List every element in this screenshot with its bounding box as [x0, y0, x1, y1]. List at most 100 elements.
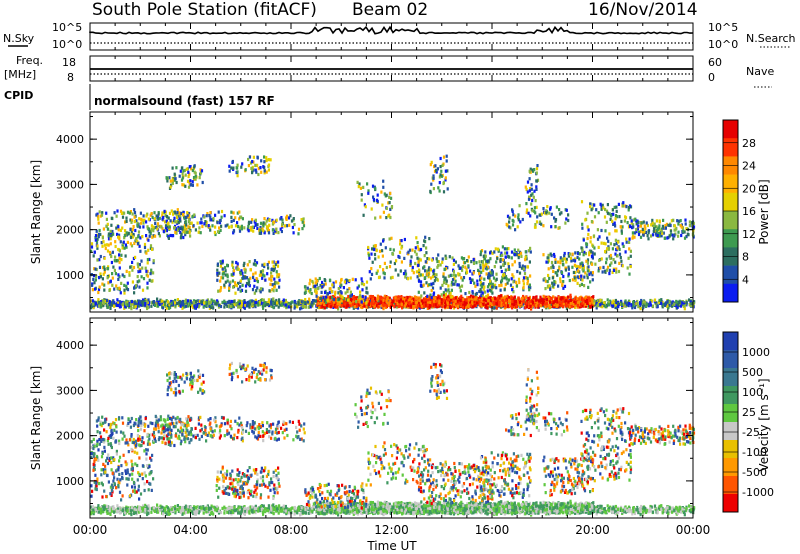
- range-cell: [543, 211, 546, 215]
- range-cell: [528, 303, 531, 307]
- range-cell: [126, 210, 130, 214]
- range-cell: [361, 288, 364, 292]
- range-cell: [125, 284, 128, 288]
- range-cell: [517, 218, 520, 222]
- range-cell: [534, 223, 537, 227]
- range-cell: [161, 217, 164, 221]
- range-cell: [529, 274, 532, 278]
- range-cell: [136, 275, 139, 279]
- range-cell: [107, 237, 111, 241]
- range-cell: [424, 300, 427, 304]
- range-cell: [224, 273, 227, 277]
- range-cell: [157, 304, 160, 308]
- range-cell: [259, 299, 262, 303]
- range-cell: [529, 246, 532, 250]
- range-cell: [467, 301, 471, 305]
- range-cell: [424, 269, 427, 273]
- range-cell: [272, 297, 275, 301]
- range-cell: [452, 282, 455, 286]
- range-cell: [285, 214, 289, 218]
- range-cell: [595, 306, 598, 310]
- range-cell: [473, 300, 476, 304]
- range-cell: [267, 260, 270, 264]
- range-cell: [492, 302, 496, 306]
- range-cell: [263, 171, 266, 175]
- range-cell: [476, 283, 479, 287]
- range-cell: [494, 296, 497, 300]
- range-cell: [449, 291, 452, 295]
- range-cell: [458, 285, 461, 289]
- range-cell: [416, 241, 419, 245]
- range-cell: [328, 278, 332, 282]
- range-cell: [113, 268, 116, 272]
- range-cell: [113, 301, 116, 305]
- range-cell: [480, 270, 483, 274]
- range-cell: [484, 254, 487, 258]
- range-cell: [332, 281, 335, 285]
- range-cell: [379, 242, 382, 246]
- range-cell: [515, 253, 518, 257]
- range-cell: [448, 303, 451, 307]
- range-cell: [473, 281, 476, 285]
- range-cell: [489, 288, 492, 292]
- range-cell: [252, 229, 255, 233]
- range-cell: [560, 211, 563, 215]
- range-cell: [183, 305, 186, 309]
- range-cell: [118, 275, 121, 279]
- range-cell: [293, 223, 296, 227]
- range-cell: [260, 170, 263, 174]
- range-cell: [182, 230, 185, 234]
- range-cell: [104, 299, 107, 303]
- range-cell: [329, 295, 332, 299]
- range-cell: [511, 299, 514, 304]
- range-cell: [95, 240, 99, 244]
- range-cell: [216, 273, 219, 277]
- range-cell: [529, 250, 532, 254]
- range-cell: [127, 231, 130, 235]
- range-cell: [259, 287, 263, 291]
- range-cell: [112, 265, 115, 269]
- range-cell: [584, 300, 587, 304]
- range-cell: [558, 300, 562, 305]
- range-cell: [357, 303, 360, 307]
- range-cell: [482, 282, 485, 286]
- range-cell: [179, 219, 182, 223]
- range-cell: [244, 168, 247, 172]
- range-cell: [638, 305, 642, 309]
- range-cell: [170, 303, 173, 307]
- range-cell: [456, 302, 459, 306]
- range-cell: [308, 290, 312, 294]
- range-cell: [562, 299, 565, 303]
- range-cell: [240, 165, 243, 169]
- range-cell: [189, 179, 192, 183]
- range-cell: [506, 214, 510, 218]
- range-cell: [234, 283, 237, 287]
- range-cell: [429, 293, 432, 297]
- range-cell: [111, 250, 114, 254]
- range-cell: [590, 298, 593, 303]
- range-cell: [237, 281, 240, 285]
- range-cell: [524, 295, 527, 300]
- range-cell: [390, 236, 393, 240]
- range-cell: [517, 248, 520, 252]
- range-cell: [188, 165, 191, 169]
- range-cell: [461, 300, 464, 304]
- range-cell: [181, 183, 184, 187]
- range-cell: [414, 305, 417, 309]
- range-cell: [442, 272, 445, 276]
- range-cell: [559, 277, 562, 281]
- range-cell: [160, 225, 163, 229]
- range-cell: [243, 300, 246, 304]
- range-cell: [119, 228, 122, 232]
- range-cell: [125, 216, 128, 220]
- range-cell: [508, 267, 511, 271]
- range-cell: [184, 173, 187, 177]
- range-cell: [181, 225, 184, 229]
- range-cell: [542, 207, 545, 211]
- range-cell: [420, 299, 424, 303]
- range-cell: [423, 239, 426, 243]
- range-cell: [159, 298, 162, 302]
- range-cell: [461, 305, 464, 309]
- range-cell: [317, 296, 320, 300]
- range-cell: [340, 303, 343, 308]
